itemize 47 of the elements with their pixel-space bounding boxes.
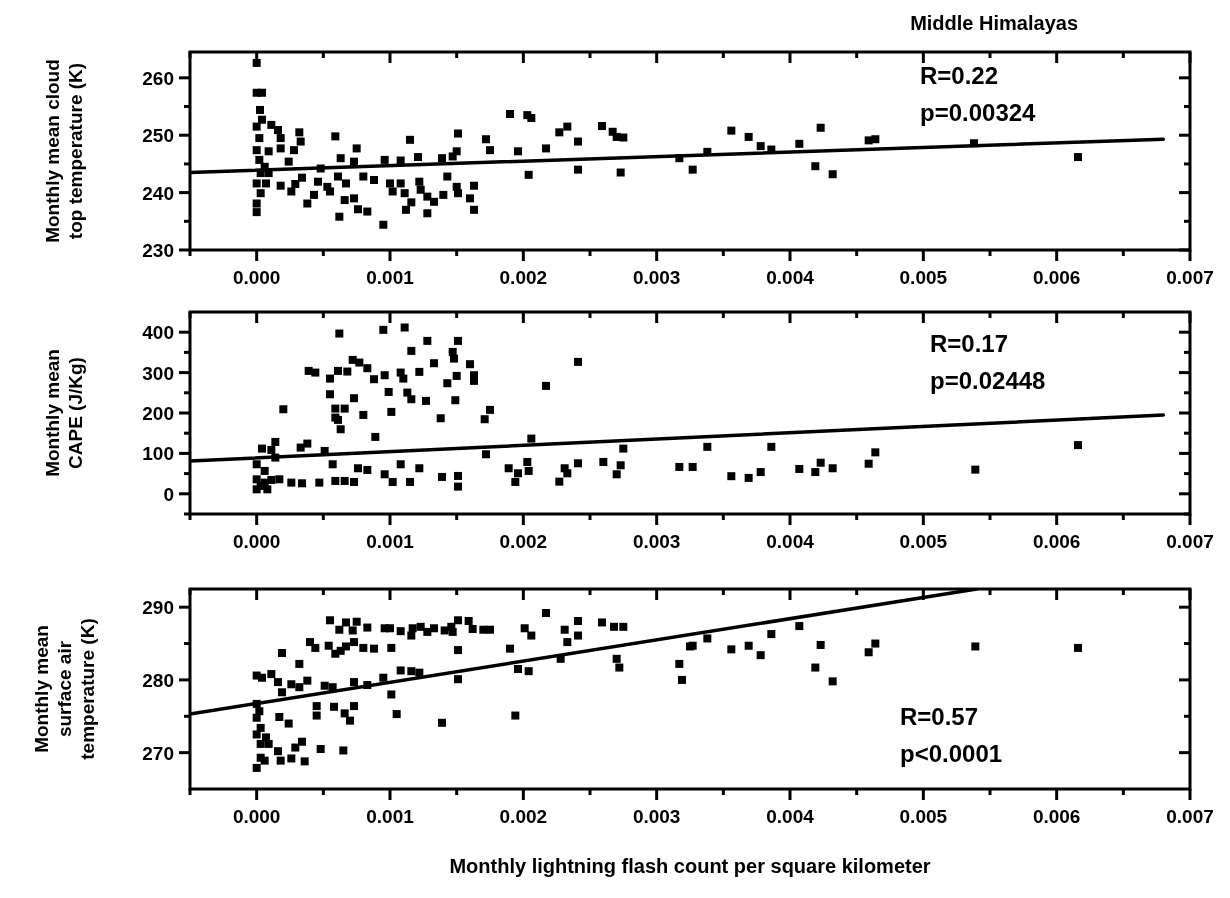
- y-tick-label: 290: [142, 597, 174, 619]
- annotation: p<0.0001: [900, 740, 1003, 767]
- x-tick-label: 0.004: [766, 531, 815, 552]
- y-tick-label: 280: [142, 669, 174, 691]
- x-tick-label: 0.000: [232, 806, 281, 827]
- chart-title: Middle Himalayas: [910, 12, 1078, 34]
- x-tick-label: 0.002: [499, 806, 548, 827]
- x-tick-label: 0.006: [1032, 267, 1081, 288]
- x-tick-label: 0.007: [1166, 806, 1214, 827]
- y-tick-label: 100: [142, 443, 174, 465]
- x-tick-label: 0.000: [232, 267, 281, 288]
- y-tick-label: 260: [142, 67, 174, 89]
- y-tick-label: 200: [142, 403, 174, 424]
- x-tick-label: 0.002: [499, 267, 548, 288]
- y-axis-title: Monthly mean cloud top temperature (K): [42, 59, 86, 243]
- x-tick-label: 0.005: [899, 806, 948, 827]
- y-tick-label: 230: [142, 240, 174, 261]
- x-tick-label: 0.003: [632, 806, 681, 827]
- x-tick-label: 0.003: [632, 531, 681, 552]
- y-tick-label: 240: [142, 182, 174, 204]
- annotation: R=0.22: [920, 61, 999, 89]
- x-tick-label: 0.001: [366, 806, 415, 827]
- y-tick-label: 0: [163, 483, 174, 505]
- annotation: p=0.02448: [930, 367, 1046, 395]
- annotation: p=0.00324: [920, 98, 1037, 126]
- annotation: R=0.17: [930, 330, 1009, 358]
- x-tick-label: 0.006: [1032, 806, 1081, 827]
- y-tick-label: 270: [142, 742, 174, 764]
- y-tick-label: 300: [142, 362, 174, 384]
- x-tick-label: 0.003: [632, 267, 681, 288]
- x-tick-label: 0.005: [899, 531, 948, 552]
- x-tick-label: 0.005: [899, 267, 948, 288]
- x-tick-label: 0.000: [232, 531, 281, 552]
- y-tick-label: 250: [142, 125, 174, 147]
- y-axis-title: Monthly mean surface air temperature (K): [31, 618, 98, 760]
- x-tick-label: 0.001: [366, 267, 415, 288]
- x-tick-label: 0.002: [499, 531, 548, 552]
- x-tick-label: 0.007: [1166, 531, 1214, 552]
- x-tick-label: 0.007: [1166, 267, 1214, 288]
- y-axis-title: Monthly mean CAPE (J/Kg): [42, 349, 86, 477]
- y-tick-label: 400: [142, 322, 174, 344]
- x-axis-title: Monthly lightning flash count per square kilometer: [449, 855, 931, 877]
- x-tick-label: 0.004: [766, 267, 815, 288]
- annotation: R=0.57: [900, 703, 979, 730]
- x-tick-label: 0.001: [366, 531, 415, 552]
- x-tick-label: 0.004: [766, 806, 815, 827]
- x-tick-label: 0.006: [1032, 531, 1081, 552]
